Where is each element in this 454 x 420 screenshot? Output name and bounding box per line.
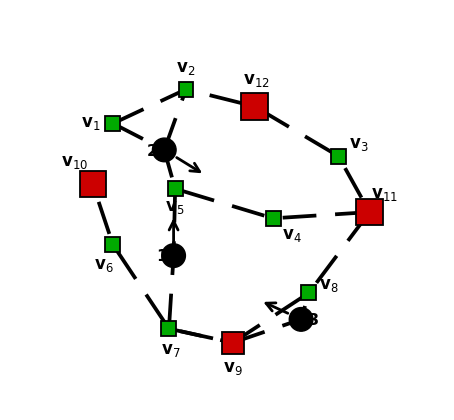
FancyBboxPatch shape [331,149,346,163]
Text: $\mathbf{v}_{7}$: $\mathbf{v}_{7}$ [161,341,180,360]
Text: 1: 1 [156,249,168,264]
Text: $\mathbf{v}_{6}$: $\mathbf{v}_{6}$ [94,256,114,274]
FancyBboxPatch shape [222,332,243,354]
Text: $\mathbf{v}_{3}$: $\mathbf{v}_{3}$ [349,135,368,153]
FancyBboxPatch shape [79,171,106,197]
Text: $\mathbf{v}_{1}$: $\mathbf{v}_{1}$ [81,115,100,132]
Circle shape [289,307,313,331]
Text: $\mathbf{v}_{2}$: $\mathbf{v}_{2}$ [177,58,196,76]
FancyBboxPatch shape [301,286,316,300]
Text: $\mathbf{v}_{4}$: $\mathbf{v}_{4}$ [282,226,301,244]
FancyBboxPatch shape [178,82,193,97]
FancyBboxPatch shape [168,181,183,196]
Text: $\mathbf{v}_{11}$: $\mathbf{v}_{11}$ [371,185,398,203]
Text: $\mathbf{v}_{8}$: $\mathbf{v}_{8}$ [319,276,339,294]
Text: $\mathbf{v}_{5}$: $\mathbf{v}_{5}$ [165,198,185,216]
FancyBboxPatch shape [162,321,177,336]
Circle shape [162,244,185,268]
FancyBboxPatch shape [241,93,268,120]
Text: $\mathbf{v}_{10}$: $\mathbf{v}_{10}$ [61,153,88,171]
Text: $\mathbf{v}_{9}$: $\mathbf{v}_{9}$ [223,359,242,377]
FancyBboxPatch shape [356,199,383,225]
Text: 3: 3 [308,313,319,328]
FancyBboxPatch shape [266,211,281,226]
FancyBboxPatch shape [105,116,120,131]
FancyBboxPatch shape [105,237,120,252]
Text: $\mathbf{v}_{12}$: $\mathbf{v}_{12}$ [243,71,269,89]
Circle shape [153,138,176,162]
Text: 2: 2 [146,144,158,159]
